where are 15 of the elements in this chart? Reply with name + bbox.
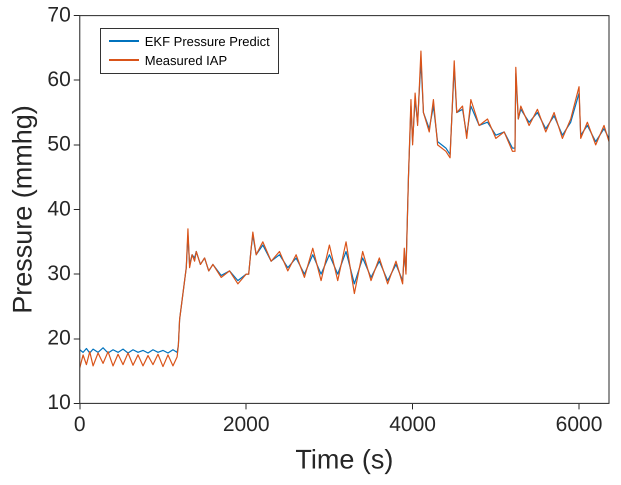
y-tick-label: 20 [47, 326, 71, 350]
x-tick-label: 2000 [222, 412, 270, 436]
legend-label: EKF Pressure Predict [144, 32, 270, 51]
y-tick-label: 40 [47, 197, 71, 220]
y-tick-label: 50 [47, 132, 71, 156]
legend-label: Measured IAP [144, 52, 228, 70]
y-tick-label: 60 [47, 68, 71, 92]
y-axis-title: Pressure (mmhg) [8, 105, 38, 314]
x-tick-label: 4000 [389, 412, 436, 436]
x-tick-label: 6000 [556, 412, 602, 436]
y-tick-label: 70 [47, 3, 71, 26]
x-tick-label: 0 [74, 412, 86, 436]
y-tick-label: 10 [47, 391, 71, 414]
y-tick-label: 30 [47, 262, 71, 285]
x-axis-title: Time (s) [295, 444, 394, 474]
